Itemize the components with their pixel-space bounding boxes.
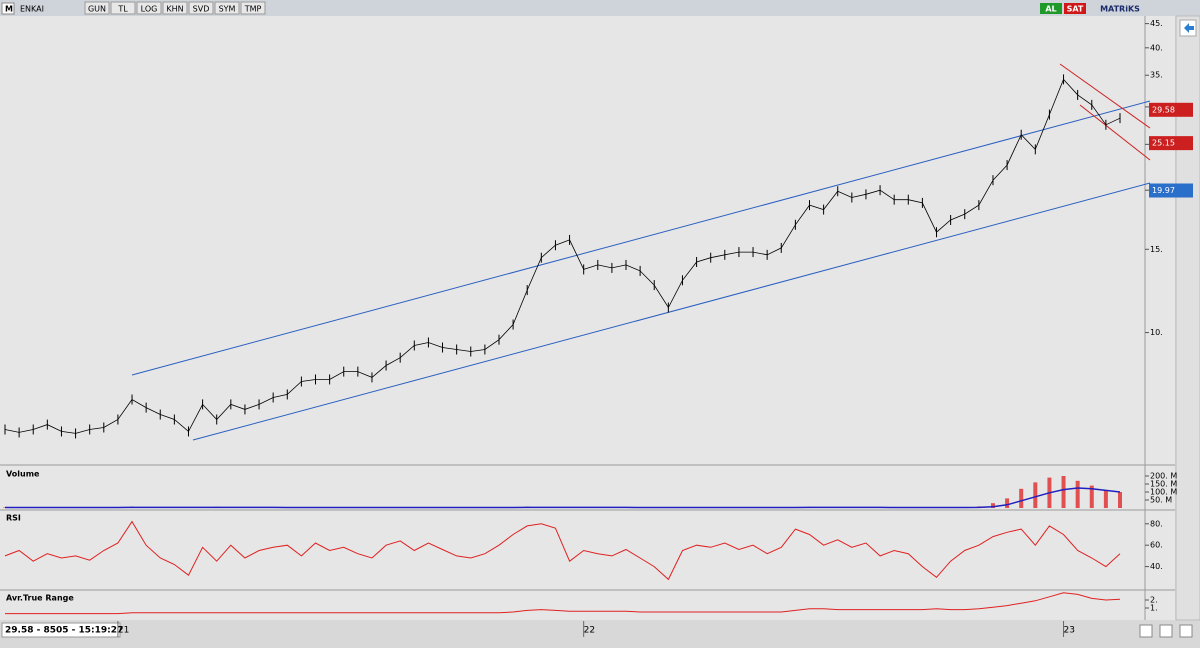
- y-tick-label: 150. M: [1150, 480, 1177, 489]
- status-bar: [0, 621, 1200, 644]
- y-tick-label: 2.: [1150, 596, 1158, 605]
- price-tag-label: 19.97: [1152, 186, 1175, 195]
- brand: MATRiKS: [1100, 5, 1140, 14]
- price-tag-label: 25.15: [1152, 139, 1175, 148]
- y-tick-label: 80.: [1150, 519, 1163, 528]
- y-tick-label: 40.: [1150, 562, 1163, 571]
- y-tick-label: 40.: [1150, 43, 1163, 52]
- y-tick-label: 100. M: [1150, 488, 1177, 497]
- volume-bar: [1104, 490, 1108, 508]
- y-tick-label: 60.: [1150, 541, 1163, 550]
- volume-bar: [1062, 476, 1066, 508]
- x-tick-label: 23: [1064, 626, 1075, 636]
- volume-bar: [1118, 492, 1122, 508]
- panel-title: RSI: [6, 514, 21, 523]
- y-tick-label: 45.: [1150, 19, 1163, 28]
- y-tick-label: 35.: [1150, 71, 1163, 80]
- chart-area: [0, 16, 1145, 620]
- panel-title: Avr.True Range: [6, 594, 74, 603]
- toolbar-button[interactable]: SYM: [219, 5, 236, 14]
- logo-letter: M: [5, 5, 13, 14]
- price-tag-label: 29.58: [1152, 105, 1175, 114]
- toolbar-button[interactable]: LOG: [141, 5, 158, 14]
- toolbar-button[interactable]: TL: [117, 5, 128, 14]
- panel-title: Volume: [6, 470, 40, 479]
- buy-button[interactable]: AL: [1045, 5, 1056, 14]
- y-tick-label: 15.: [1150, 245, 1163, 254]
- status-icon[interactable]: [1180, 625, 1192, 637]
- y-tick-label: 1.: [1150, 604, 1158, 613]
- toolbar-button[interactable]: SVD: [193, 5, 210, 14]
- y-tick-label: 50. M: [1150, 496, 1172, 505]
- volume-bar: [1033, 482, 1037, 508]
- toolbar-button[interactable]: KHN: [166, 5, 183, 14]
- y-tick-label: 10.: [1150, 328, 1163, 337]
- symbol[interactable]: ENKAI: [20, 5, 44, 14]
- toolbar-button[interactable]: TMP: [244, 5, 262, 14]
- status-text: 29.58 - 8505 - 15:19:27: [5, 626, 123, 636]
- sell-button[interactable]: SAT: [1067, 5, 1084, 14]
- status-icon[interactable]: [1140, 625, 1152, 637]
- x-tick-label: 22: [584, 626, 595, 636]
- volume-bar: [1076, 481, 1080, 508]
- volume-bar: [1019, 489, 1023, 508]
- x-tick-label: 21: [118, 626, 129, 636]
- volume-bar: [1005, 498, 1009, 508]
- y-tick-label: 200. M: [1150, 472, 1177, 481]
- status-icon[interactable]: [1160, 625, 1172, 637]
- toolbar-button[interactable]: GUN: [88, 5, 106, 14]
- toolbar-buttons: GUN TL LOG KHN SVD SYM TMP: [85, 2, 265, 14]
